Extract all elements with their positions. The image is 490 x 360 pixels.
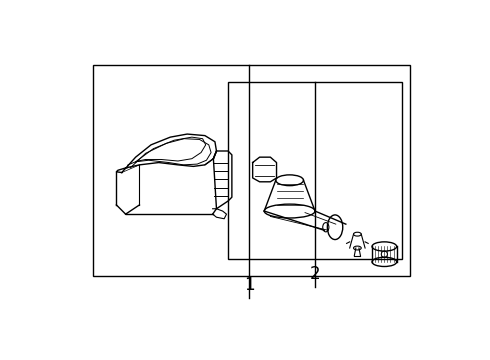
Bar [228, 82, 402, 260]
Text: 1: 1 [244, 276, 254, 294]
Bar [93, 66, 410, 276]
Text: 2: 2 [310, 265, 320, 283]
